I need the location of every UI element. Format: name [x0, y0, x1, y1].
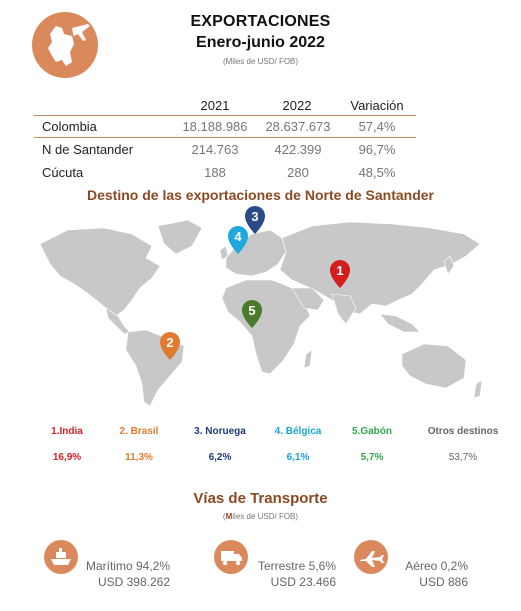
row-value-variacion: 57,4%: [358, 119, 396, 134]
units-note: (Miles de USD/ FOB): [222, 57, 299, 66]
destination-label: 3. Noruega: [194, 426, 246, 437]
destination-percentage: 5,7%: [360, 452, 384, 463]
colombia-export-logo: [32, 12, 98, 78]
transport-units: (Miles de USD/ FOB): [0, 512, 521, 521]
transport-units-initial: M: [225, 512, 233, 521]
column-header-2021: 2021: [200, 98, 230, 113]
central-america-shape: [105, 307, 131, 335]
marker-india: 1: [330, 260, 350, 288]
table-header-divider: [34, 115, 416, 116]
colombia-map-airplane-icon: [48, 24, 90, 66]
destination-percentage: 16,9%: [52, 452, 82, 463]
greenland-shape: [157, 219, 203, 255]
truck-icon: [214, 540, 248, 574]
asia-shape: [279, 221, 481, 315]
destination-label: 4. Bélgica: [274, 426, 322, 437]
row-value-2022: 280: [287, 165, 309, 180]
svg-text:3: 3: [251, 209, 258, 224]
india-shape: [331, 293, 357, 325]
transport-value: USD 886: [419, 575, 468, 589]
svg-text:1: 1: [336, 263, 343, 278]
row-value-2022: 422.399: [274, 142, 322, 157]
row-value-2021: 18.188.986: [182, 119, 248, 134]
japan-shape: [443, 255, 455, 275]
destination-label: 5.Gabón: [351, 426, 392, 437]
row-value-2022: 28.637.673: [265, 119, 331, 134]
destination-label: 1.India: [51, 426, 83, 437]
north-america-shape: [39, 227, 161, 317]
transport-mode-label: Marítimo 94,2%: [85, 559, 170, 573]
airplane-icon: [354, 540, 388, 574]
row-value-variacion: 96,7%: [358, 142, 396, 157]
europe-shape: [225, 229, 287, 277]
transport-units-rest: iles de USD/ FOB): [232, 512, 299, 521]
transport-terrestre: Terrestre 5,6% USD 23.466: [250, 558, 336, 590]
transport-maritimo: Marítimo 94,2% USD 398.262: [80, 558, 170, 590]
page-title: EXPORTACIONES: [190, 13, 331, 30]
destination-percentage: 53,7%: [448, 452, 478, 463]
transport-units-prefix: (: [222, 512, 226, 521]
svg-text:4: 4: [234, 229, 242, 244]
column-header-variacion: Variación: [350, 98, 404, 113]
transport-value: USD 398.262: [97, 575, 170, 589]
destinations-title: Destino de las exportaciones de Norte de…: [87, 187, 434, 203]
row-value-variacion: 48,5%: [358, 165, 396, 180]
uk-shape: [219, 245, 229, 261]
world-map: 1 2 3 4 5: [39, 206, 483, 407]
row-label: Cúcuta: [42, 165, 84, 180]
transport-value: USD 23.466: [270, 575, 336, 589]
indonesia-shape: [379, 313, 421, 333]
svg-text:5: 5: [248, 303, 255, 318]
table-row-divider: [34, 137, 416, 138]
marker-brasil: 2: [160, 332, 180, 360]
marker-belgica: 4: [228, 226, 248, 254]
transport-mode-label: Terrestre 5,6%: [257, 559, 336, 573]
destination-percentage: 6,2%: [208, 452, 232, 463]
column-header-2022: 2022: [282, 98, 312, 113]
row-value-2021: 214.763: [191, 142, 239, 157]
transport-aereo: Aéreo 0,2% USD 886: [388, 558, 468, 590]
destination-percentage: 6,1%: [286, 452, 310, 463]
transport-title: Vías de Transporte: [193, 490, 328, 507]
madagascar-shape: [303, 349, 313, 369]
australia-shape: [401, 343, 467, 389]
ship-icon: [44, 540, 78, 574]
row-label: Colombia: [42, 119, 97, 134]
africa-shape: [221, 279, 311, 375]
row-value-2021: 188: [204, 165, 226, 180]
marker-gabon: 5: [242, 300, 262, 328]
arabia-shape: [291, 287, 325, 311]
transport-mode-label: Aéreo 0,2%: [405, 559, 468, 573]
destination-label: 2. Brasil: [119, 426, 159, 437]
svg-text:2: 2: [166, 335, 173, 350]
marker-noruega: 3: [245, 206, 265, 234]
new-zealand-shape: [473, 379, 483, 399]
destination-percentage: 11,3%: [125, 452, 153, 463]
destination-label: Otros destinos: [427, 426, 499, 437]
row-label: N de Santander: [42, 142, 134, 157]
page-subtitle: Enero-junio 2022: [196, 34, 325, 51]
